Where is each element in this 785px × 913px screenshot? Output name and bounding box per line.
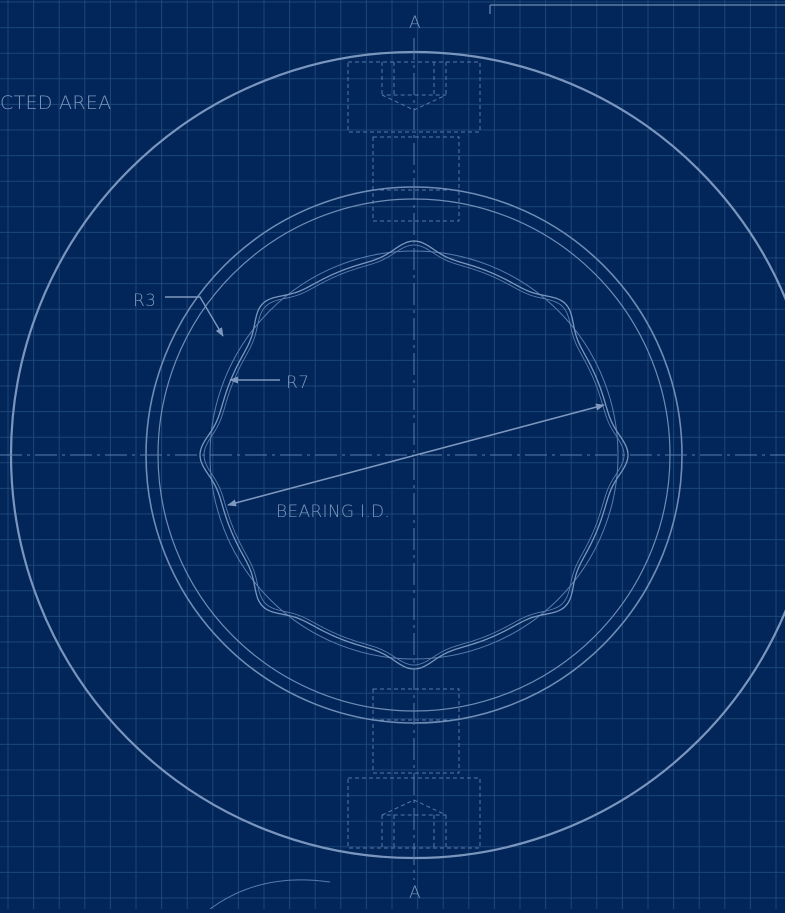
section-label-bottom: A: [409, 883, 421, 903]
bearing-id-label: BEARING I.D.: [276, 502, 390, 522]
bolt-hole-top: [347, 61, 481, 222]
bearing-lobe-profile: [199, 240, 629, 670]
section-arrow-top: [489, 4, 785, 14]
r7-label: R7: [286, 373, 309, 393]
bottom-edge-shape: [209, 879, 331, 910]
section-label-top: A: [409, 13, 421, 33]
r3-label: R3: [133, 291, 156, 311]
r3-leader-arrow: [165, 296, 224, 337]
bearing-id-dimension-arrow: [227, 403, 605, 507]
area-note-label: CTED AREA: [0, 92, 111, 114]
